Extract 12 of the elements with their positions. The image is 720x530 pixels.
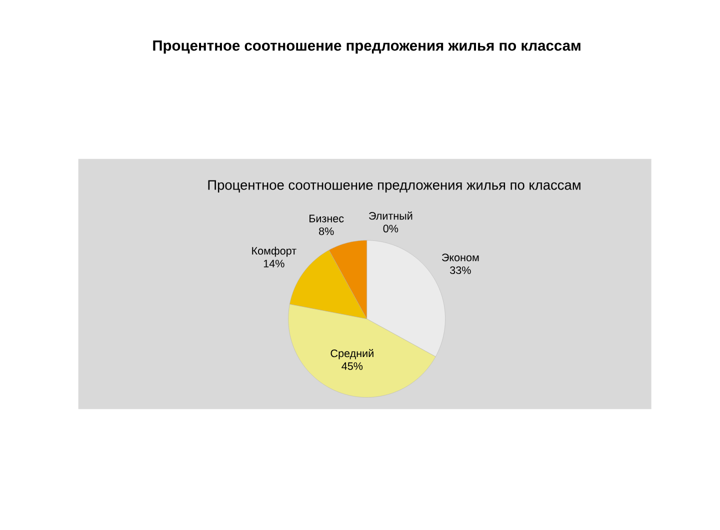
- slice-label: Эконом: [442, 254, 479, 262]
- data-label: 14%: [264, 260, 284, 268]
- data-label: 45%: [342, 362, 363, 370]
- slice-label: Средний: [330, 349, 374, 360]
- slice-label: Комфорт: [252, 246, 296, 257]
- text: 0%: [383, 224, 398, 233]
- chart-title: Процентное соотношение предложения жилья по классам: [153, 40, 580, 54]
- slice-label: Бизнес: [310, 214, 344, 222]
- category-label: Элитный: [369, 212, 412, 220]
- data-label: 33%: [450, 266, 471, 274]
- chart-subtitle: Процентное соотношение предложения жилья по классам: [208, 180, 580, 193]
- data-label: 8%: [319, 228, 334, 236]
